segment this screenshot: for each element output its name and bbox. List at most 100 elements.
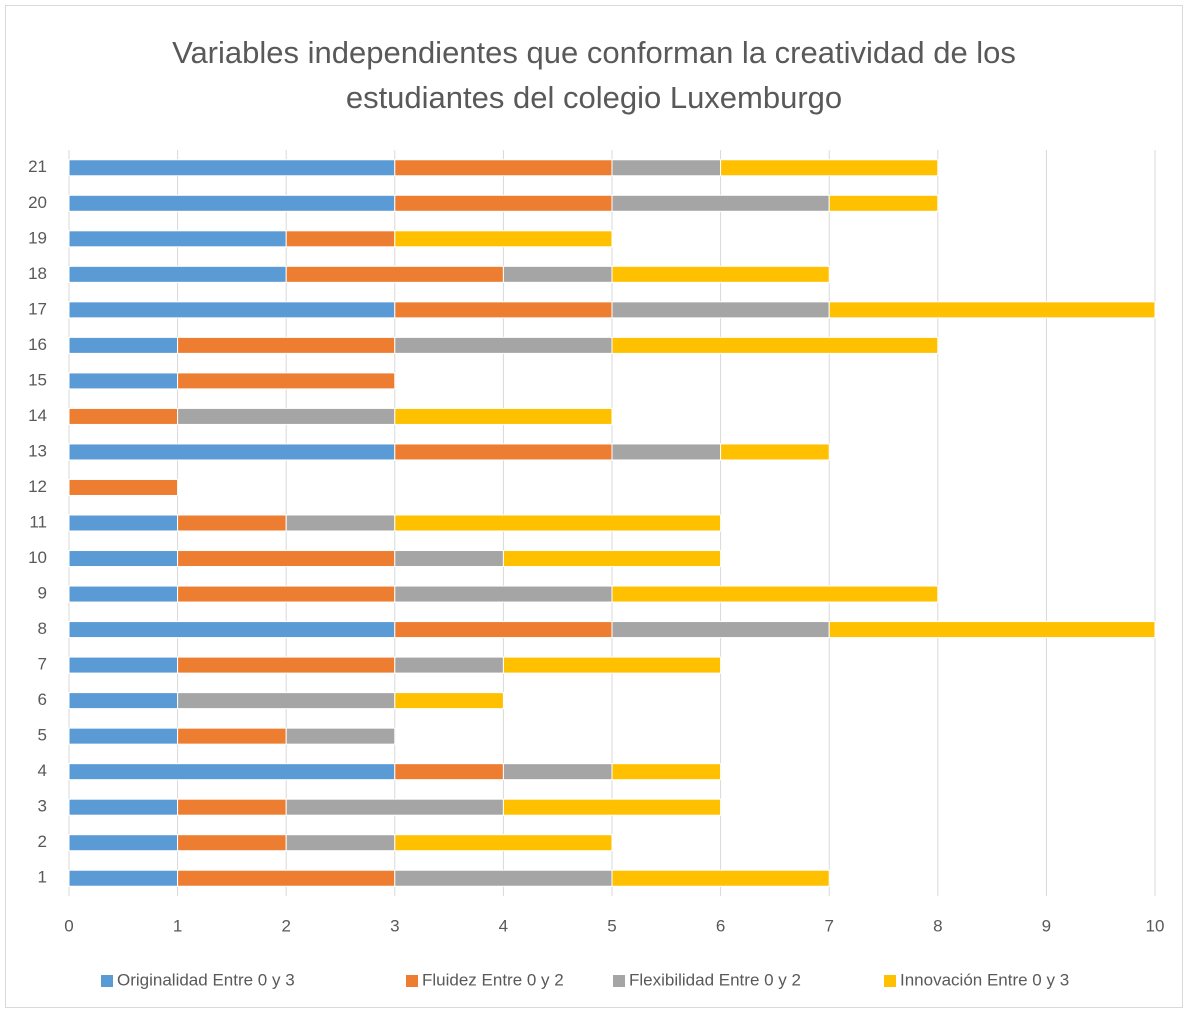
x-tick-label: 5	[607, 916, 616, 935]
y-tick-label: 6	[38, 690, 47, 709]
y-tick-label: 4	[38, 761, 47, 780]
bar-segment	[177, 585, 396, 603]
bar-segment	[285, 230, 396, 248]
bar-segment	[285, 265, 504, 283]
bar-segment	[394, 869, 613, 887]
bar-segment	[68, 798, 179, 816]
bar-segment	[68, 372, 179, 390]
y-tick-label: 5	[38, 726, 47, 745]
bar-segment	[502, 265, 613, 283]
bar-segment	[68, 514, 179, 532]
bar-segment	[285, 798, 504, 816]
y-tick-label: 20	[28, 193, 47, 212]
y-tick-label: 17	[28, 299, 47, 318]
x-tick-label: 2	[281, 916, 290, 935]
bar-segment	[68, 834, 179, 852]
y-tick-label: 13	[28, 441, 47, 460]
bar-segment	[611, 763, 722, 781]
bar-segment	[68, 159, 396, 177]
bar-segment	[68, 230, 287, 248]
bar-segment	[68, 407, 179, 425]
y-tick-label: 19	[28, 228, 47, 247]
y-tick-label: 15	[28, 370, 47, 389]
x-tick-label: 3	[390, 916, 399, 935]
legend-label: Fluidez Entre 0 y 2	[422, 970, 564, 989]
bar-segment	[68, 194, 396, 212]
bar-segment	[394, 550, 504, 568]
bar-segment	[68, 336, 179, 354]
bar-segment	[502, 550, 722, 568]
bar-segment	[611, 869, 830, 887]
bar-segment	[68, 443, 396, 461]
bar-segment	[502, 656, 722, 674]
bar-segment	[394, 159, 613, 177]
x-tick-label: 7	[824, 916, 833, 935]
legend-label: Innovación Entre 0 y 3	[900, 970, 1069, 989]
bar-segment	[394, 763, 504, 781]
bar-segment	[394, 514, 722, 532]
legend-label: Originalidad Entre 0 y 3	[117, 970, 295, 989]
bar-segment	[177, 869, 396, 887]
x-tick-label: 4	[499, 916, 508, 935]
bar-segment	[177, 727, 287, 745]
y-tick-label: 1	[38, 868, 47, 887]
legend-swatch	[406, 975, 418, 987]
x-tick-label: 8	[933, 916, 942, 935]
bar-segment	[611, 621, 830, 639]
bar-segment	[394, 230, 613, 248]
bar-segment	[720, 159, 939, 177]
y-tick-label: 18	[28, 264, 47, 283]
bar-segment	[177, 336, 396, 354]
bar-segment	[285, 727, 396, 745]
bar-segment	[68, 656, 179, 674]
bar-segment	[828, 301, 1156, 319]
bar-segment	[828, 194, 939, 212]
bar-segment	[285, 514, 396, 532]
y-tick-label: 3	[38, 797, 47, 816]
y-tick-label: 16	[28, 335, 47, 354]
bar-segment	[502, 763, 613, 781]
bar-segment	[394, 194, 613, 212]
bar-segment	[720, 443, 830, 461]
bar-segment	[177, 550, 396, 568]
bar-segment	[68, 478, 179, 496]
chart-title: Variables independientes que conforman l…	[172, 35, 1016, 115]
bar-segment	[611, 194, 830, 212]
bar-segment	[177, 407, 396, 425]
bar-segment	[68, 692, 179, 710]
y-tick-label: 12	[28, 477, 47, 496]
bar-segment	[394, 692, 504, 710]
bar-segment	[177, 692, 396, 710]
y-tick-label: 21	[28, 157, 47, 176]
y-tick-label: 8	[38, 619, 47, 638]
bar-segment	[68, 763, 396, 781]
y-tick-label: 11	[29, 512, 47, 531]
x-tick-label: 9	[1042, 916, 1051, 935]
bar-segment	[394, 301, 613, 319]
bar-segment	[68, 621, 396, 639]
legend-swatch	[101, 975, 113, 987]
bar-segment	[611, 159, 722, 177]
x-tick-label: 6	[716, 916, 725, 935]
y-tick-label: 10	[28, 548, 47, 567]
bar-segment	[394, 336, 613, 354]
bar-segment	[611, 301, 830, 319]
y-tick-label: 7	[38, 655, 47, 674]
bar-segment	[68, 727, 179, 745]
y-tick-label: 14	[28, 406, 47, 425]
bar-segment	[177, 656, 396, 674]
y-tick-label: 2	[38, 832, 47, 851]
bar-segment	[611, 265, 830, 283]
bar-segment	[394, 656, 504, 674]
x-tick-label: 0	[64, 916, 73, 935]
chart-border	[5, 5, 1183, 1008]
bar-segment	[177, 514, 287, 532]
bar-segment	[394, 443, 613, 461]
bar-segment	[828, 621, 1156, 639]
bar-segment	[611, 585, 939, 603]
bar-segment	[68, 265, 287, 283]
bar-segment	[611, 443, 722, 461]
legend-swatch	[884, 975, 896, 987]
legend-label: Flexibilidad Entre 0 y 2	[629, 970, 801, 989]
